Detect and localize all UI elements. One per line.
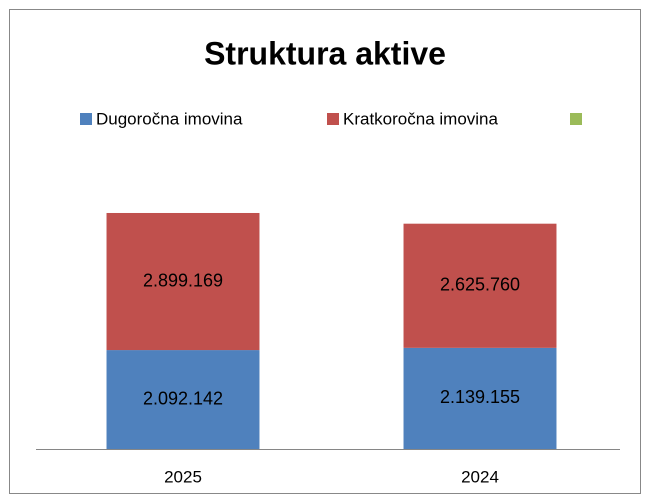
legend-label: Dugoročna imovina [96, 109, 243, 128]
data-label: 2.899.169 [143, 270, 223, 290]
legend-swatch [80, 113, 92, 125]
x-tick-label: 2024 [461, 467, 499, 486]
bar-segment [403, 347, 557, 449]
legend-swatch [570, 113, 582, 125]
legend-swatch [327, 113, 339, 125]
bar-segment [106, 212, 260, 351]
data-label: 2.092.142 [143, 388, 223, 408]
data-label: 2.625.760 [440, 275, 520, 295]
bar-segment [106, 350, 260, 449]
legend-label: Kratkoročna imovina [343, 109, 499, 128]
bar-segment [403, 223, 557, 348]
chart-title: Struktura aktive [204, 35, 446, 71]
x-tick-label: 2025 [164, 467, 202, 486]
data-label: 2.139.155 [440, 387, 520, 407]
